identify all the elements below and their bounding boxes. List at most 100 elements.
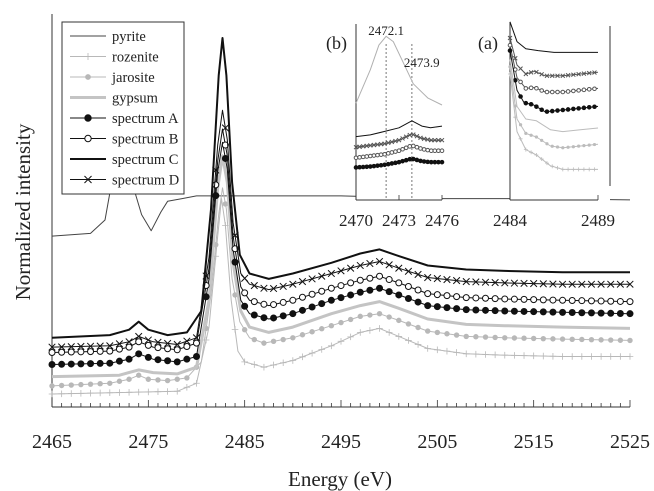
marker-spectrum-d [530,279,538,288]
main-series-group [48,37,634,398]
marker-spectrum-a [587,309,595,317]
marker-spectrum-b [501,295,509,303]
marker-jarosite [617,337,624,343]
legend-item-jarosite: jarosite [70,70,155,86]
marker-jarosite [540,335,546,342]
marker-spectrum-a [482,306,489,314]
marker-rozenite [241,358,248,366]
marker-spectrum-d [77,342,85,351]
marker-spectrum-b [534,85,539,91]
marker-spectrum-d [491,278,499,287]
marker-spectrum-d [523,71,529,77]
marker-jarosite [107,380,113,386]
marker-spectrum-a [616,309,624,317]
marker-jarosite [155,377,161,383]
marker-spectrum-a [173,358,181,366]
marker-spectrum-d [385,140,391,146]
marker-spectrum-a [472,306,480,314]
marker-rozenite [559,353,566,360]
marker-spectrum-b [389,150,395,155]
marker-spectrum-a [523,100,529,106]
marker-spectrum-d [436,137,441,143]
marker-rozenite [540,352,547,360]
marker-spectrum-d [428,137,434,143]
legend-label: gypsum [112,91,159,107]
legend-label: spectrum B [112,132,178,148]
marker-spectrum-d [221,124,230,132]
marker-jarosite [463,333,469,340]
marker-rozenite [518,136,523,141]
marker-spectrum-a [400,158,405,164]
marker-spectrum-a [549,308,557,316]
marker-spectrum-d [357,144,362,150]
marker-spectrum-d [539,71,545,77]
marker-rozenite [270,361,277,369]
marker-rozenite [626,353,634,360]
marker-rozenite [77,390,85,397]
marker-spectrum-a [549,108,555,114]
marker-rozenite [523,147,528,152]
marker-spectrum-a [366,286,374,294]
marker-spectrum-b [77,348,85,356]
series-jarosite [49,187,633,389]
marker-spectrum-d [125,338,133,346]
marker-rozenite [183,383,191,391]
marker-spectrum-b [250,298,258,306]
legend-item-gypsum: gypsum [70,91,159,107]
marker-rozenite [539,157,544,162]
series-jarosite [355,35,443,106]
marker-rozenite [472,350,480,358]
marker-spectrum-a [347,291,355,299]
marker-spectrum-a [576,106,581,111]
legend-label: spectrum D [112,173,179,189]
marker-rozenite [592,167,597,172]
marker-spectrum-d [425,137,431,142]
marker-rozenite [347,333,354,341]
marker-spectrum-d [371,142,377,148]
marker-spectrum-d [353,144,359,150]
marker-spectrum-d [512,55,518,61]
inset-a-tick-label: 2484 [493,211,528,230]
marker-spectrum-a [368,164,373,169]
marker-spectrum-b [549,89,555,95]
marker-rozenite [173,387,181,395]
marker-rozenite [414,341,422,348]
marker-spectrum-d [308,275,316,283]
marker-spectrum-a [382,162,387,168]
marker-spectrum-b [289,296,297,304]
marker-jarosite [550,336,556,342]
marker-spectrum-a [428,159,434,165]
marker-rozenite [453,349,460,356]
marker-spectrum-a [491,307,499,315]
marker-jarosite [598,337,604,343]
legend-marker [85,74,91,80]
marker-spectrum-d [404,267,413,275]
marker-spectrum-a [279,312,287,320]
marker-spectrum-b [356,276,364,284]
marker-spectrum-b [507,42,513,48]
marker-jarosite [545,142,549,146]
marker-spectrum-a [183,355,191,363]
legend-label: spectrum A [112,111,179,127]
marker-rozenite [597,353,605,360]
marker-rozenite [520,352,528,359]
series-spectrum-a [48,141,634,369]
legend-marker [84,52,92,61]
series-spectrum-c [355,120,443,138]
marker-rozenite [424,345,431,352]
series-gypsum [509,59,599,133]
marker-spectrum-d [520,279,528,287]
marker-rozenite [549,352,557,360]
marker-spectrum-d [154,338,162,346]
marker-spectrum-d [414,270,422,279]
marker-spectrum-d [433,274,441,283]
marker-spectrum-b [382,151,387,157]
marker-spectrum-b [279,298,287,306]
marker-spectrum-d [393,138,398,144]
marker-spectrum-d [57,343,66,351]
marker-rozenite [251,361,258,368]
marker-spectrum-d [115,340,124,348]
marker-spectrum-a [396,159,402,165]
marker-spectrum-b [366,274,374,282]
legend-item-spectrum-b: spectrum B [70,132,178,148]
